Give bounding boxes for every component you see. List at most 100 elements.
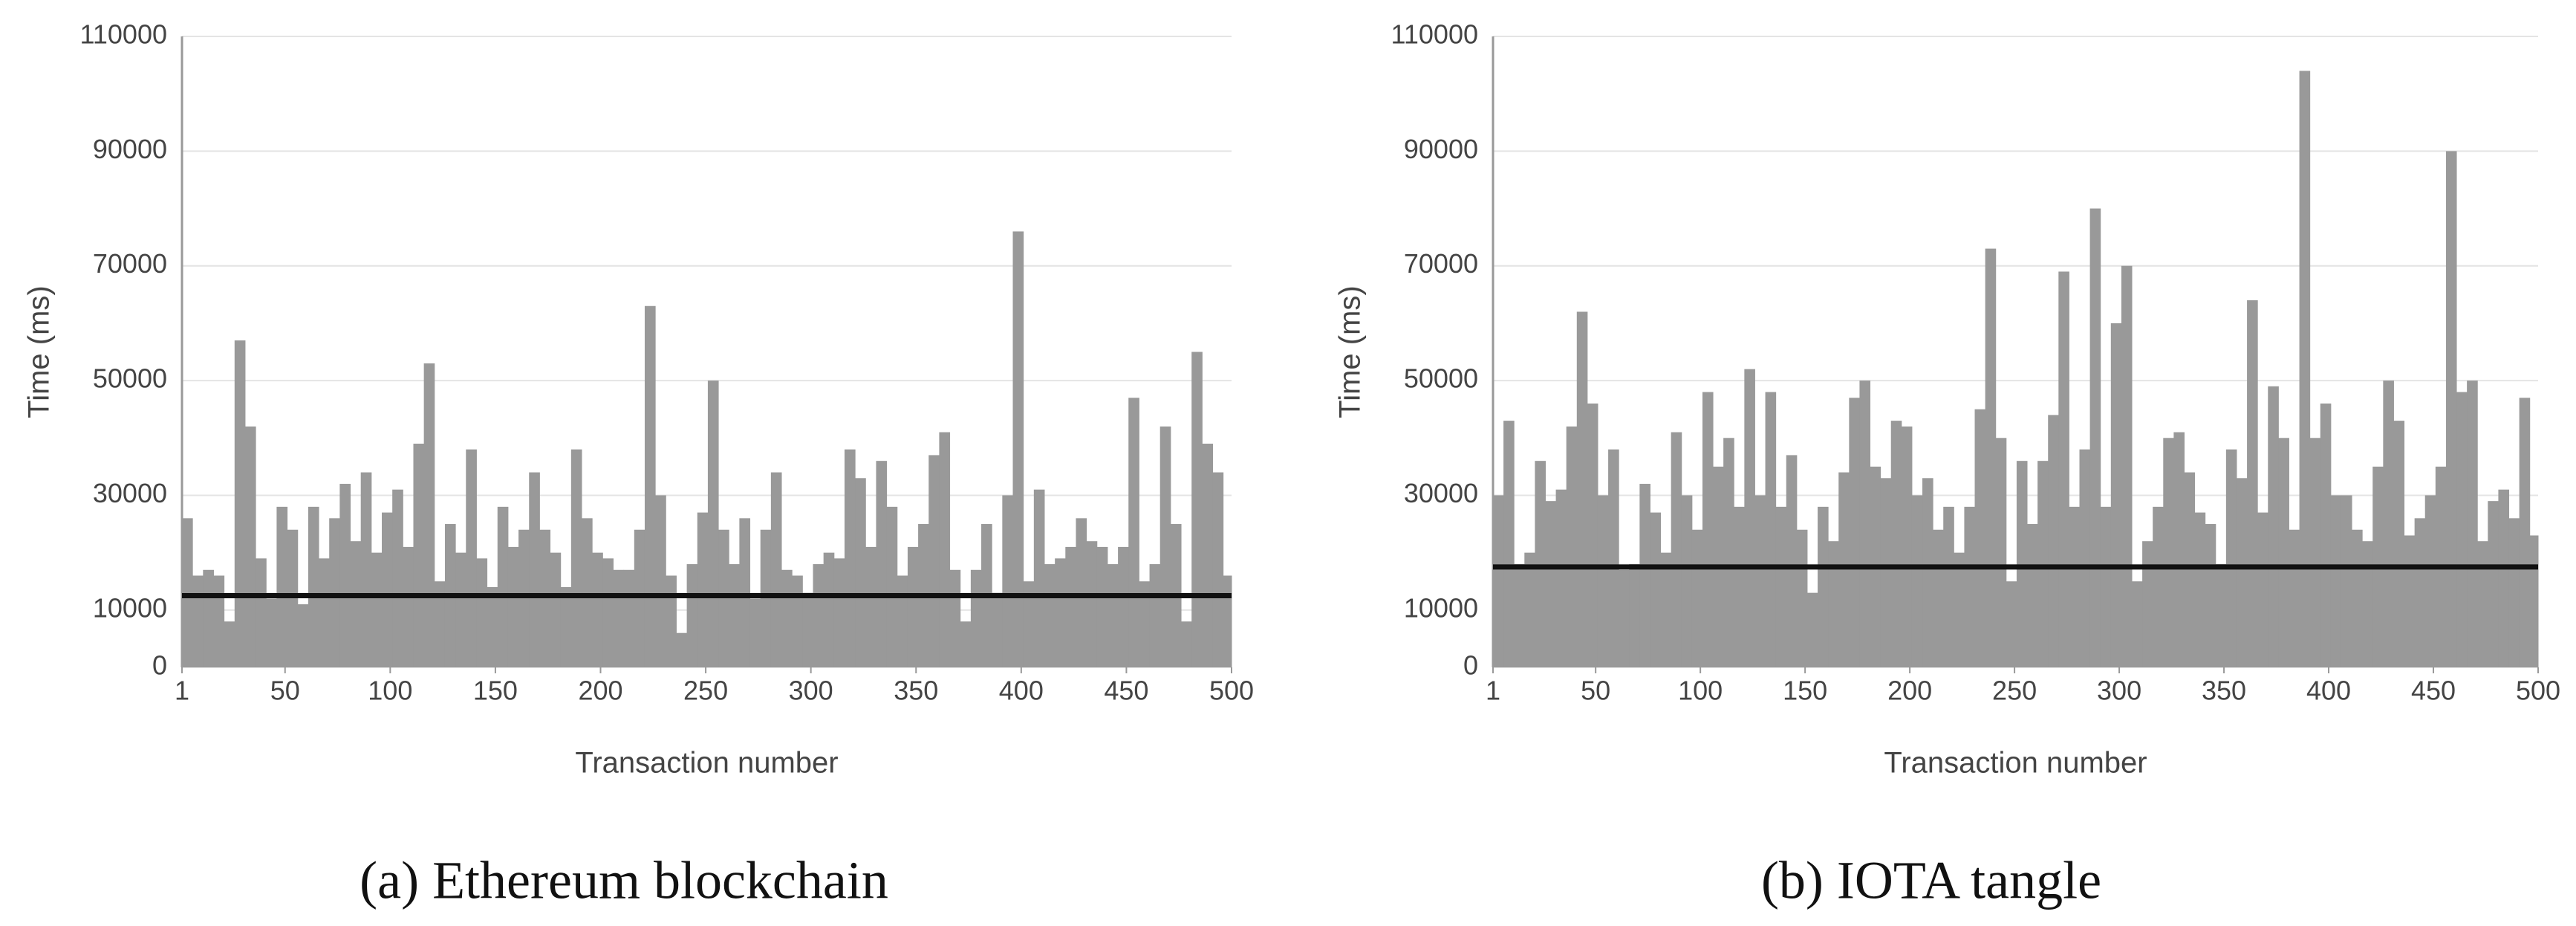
- x-tick-label: 300: [2097, 676, 2141, 706]
- y-tick-label: 10000: [1404, 592, 1478, 623]
- bar: [1629, 564, 1640, 667]
- bar: [707, 381, 719, 667]
- y-tick-label: 90000: [1404, 134, 1478, 164]
- bar: [1650, 512, 1662, 667]
- bar: [2006, 581, 2017, 667]
- bar: [1012, 231, 1024, 667]
- bar: [2121, 265, 2133, 667]
- bar: [1044, 564, 1056, 667]
- bar: [2529, 535, 2539, 667]
- y-tick-label: 10000: [93, 592, 167, 623]
- bar: [1576, 311, 1588, 667]
- x-axis-label: Transaction number: [1884, 747, 2147, 780]
- bar: [329, 518, 340, 667]
- bar: [266, 598, 277, 667]
- bar: [813, 564, 824, 667]
- y-tick-label: 0: [152, 650, 167, 681]
- bar: [1691, 529, 1703, 667]
- bar: [623, 569, 635, 667]
- bar: [1890, 421, 1902, 667]
- bar: [2519, 398, 2531, 667]
- bar: [1514, 564, 1525, 667]
- bar: [423, 363, 435, 667]
- bar: [1828, 541, 1839, 667]
- bar: [1159, 426, 1171, 667]
- bar: [539, 529, 551, 667]
- bar: [960, 621, 972, 667]
- bar: [2225, 449, 2237, 667]
- x-tick-label: 450: [2411, 676, 2456, 706]
- bar: [2027, 524, 2038, 667]
- bar: [886, 506, 898, 667]
- bar: [1806, 592, 1818, 667]
- bar: [2110, 323, 2122, 667]
- bar: [1076, 518, 1087, 667]
- bar: [2424, 495, 2436, 667]
- y-tick-label: 70000: [93, 248, 167, 279]
- bar: [2414, 518, 2426, 667]
- bar: [2393, 421, 2405, 667]
- bar: [770, 472, 782, 667]
- bar: [497, 506, 509, 667]
- bar: [1922, 478, 1933, 667]
- bar: [1223, 575, 1232, 667]
- bar: [1671, 432, 1682, 667]
- bar: [1943, 506, 1954, 667]
- bar: [244, 426, 256, 667]
- bar: [319, 558, 330, 667]
- bar: [1619, 569, 1630, 667]
- bar: [855, 478, 866, 667]
- bar: [897, 575, 908, 667]
- y-tick-label: 0: [1463, 650, 1478, 681]
- bar: [2016, 461, 2028, 667]
- y-tick-label: 50000: [93, 363, 167, 394]
- bar: [1107, 564, 1119, 667]
- bar: [476, 558, 488, 667]
- bar: [644, 305, 656, 667]
- bar: [1149, 564, 1161, 667]
- bar: [560, 586, 572, 667]
- bar: [1033, 489, 1045, 667]
- bar: [1838, 472, 1850, 667]
- bar: [2163, 438, 2174, 667]
- bar: [297, 604, 309, 667]
- bar: [1128, 398, 1139, 667]
- bar: [1181, 621, 1192, 667]
- y-tick-label: 30000: [93, 478, 167, 508]
- y-tick-label: 30000: [1404, 478, 1478, 508]
- bar: [2142, 541, 2153, 667]
- bar: [970, 569, 982, 667]
- x-axis-label: Transaction number: [575, 747, 838, 780]
- bar: [1065, 546, 1076, 667]
- bar: [2037, 461, 2049, 667]
- bar: [749, 598, 761, 667]
- bar: [792, 575, 803, 667]
- bar: [1002, 495, 1014, 667]
- x-tick-label: 50: [270, 676, 300, 706]
- bar: [360, 472, 372, 667]
- bar: [2320, 403, 2332, 667]
- bar: [592, 552, 603, 667]
- bar: [1880, 478, 1892, 667]
- bar: [2205, 524, 2216, 667]
- bar: [1493, 495, 1504, 667]
- bar: [1818, 506, 1829, 667]
- x-tick-label: 500: [1209, 676, 1254, 706]
- x-tick-label: 150: [473, 676, 518, 706]
- x-tick-label: 350: [2202, 676, 2246, 706]
- x-tick-label: 150: [1783, 676, 1827, 706]
- bar: [256, 558, 267, 667]
- bar: [2299, 71, 2311, 668]
- bar: [1995, 438, 2007, 667]
- x-tick-label: 500: [2516, 676, 2560, 706]
- bar: [1901, 426, 1913, 667]
- bar: [1933, 529, 1944, 667]
- bar: [2341, 495, 2352, 667]
- bar: [1911, 495, 1923, 667]
- bar: [466, 449, 477, 667]
- bar: [203, 569, 214, 667]
- y-tick-label: 110000: [1391, 19, 1478, 50]
- bar: [1796, 529, 1808, 667]
- bar: [2058, 271, 2069, 668]
- bar: [2173, 432, 2185, 667]
